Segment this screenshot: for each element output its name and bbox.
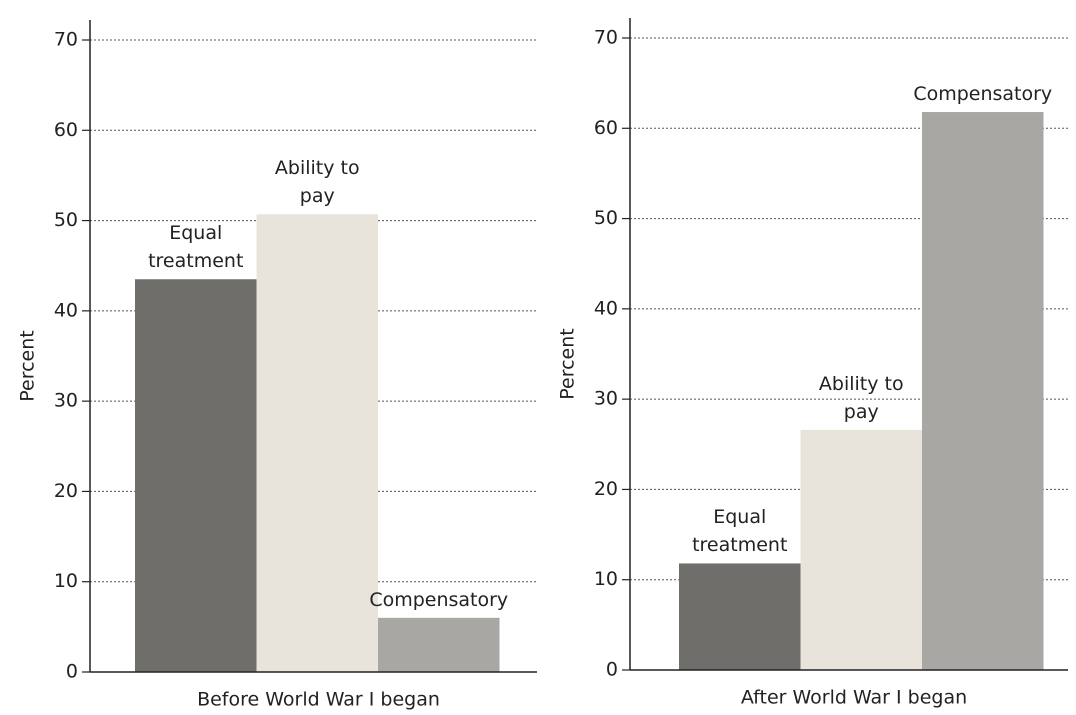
y-tick-label: 10 [594, 568, 618, 590]
bar [922, 112, 1044, 670]
y-tick-label: 0 [66, 661, 78, 683]
y-axis-label: Percent [17, 330, 39, 402]
bar [378, 617, 500, 672]
x-axis-label: After World War I began [741, 687, 967, 709]
y-tick-label: 30 [594, 388, 618, 410]
bar-label: Equal treatment [692, 506, 788, 557]
y-tick-label: 40 [594, 297, 618, 319]
y-tick-label: 60 [594, 117, 618, 139]
y-tick-label: 40 [54, 299, 78, 321]
y-tick-label: 50 [54, 209, 78, 231]
y-tick-label: 20 [54, 480, 78, 502]
y-tick-label: 70 [54, 29, 78, 51]
y-tick-label: 60 [54, 119, 78, 141]
y-tick-label: 0 [606, 659, 618, 681]
bar [135, 279, 257, 672]
x-axis-label: Before World War I began [197, 689, 440, 711]
bar-label: Compensatory [913, 83, 1053, 106]
bar-label: Ability to pay [274, 157, 360, 208]
y-tick-label: 70 [594, 27, 618, 49]
bar-label: Compensatory [369, 588, 509, 611]
y-tick-label: 50 [594, 207, 618, 229]
bar [256, 214, 378, 672]
bar [800, 429, 922, 670]
y-axis-label: Percent [557, 328, 579, 400]
bar [679, 563, 801, 670]
bar-label: Equal treatment [148, 222, 244, 273]
y-tick-label: 20 [594, 478, 618, 500]
y-tick-label: 30 [54, 390, 78, 412]
bar-label: Ability to pay [818, 372, 904, 423]
y-tick-label: 10 [54, 570, 78, 592]
